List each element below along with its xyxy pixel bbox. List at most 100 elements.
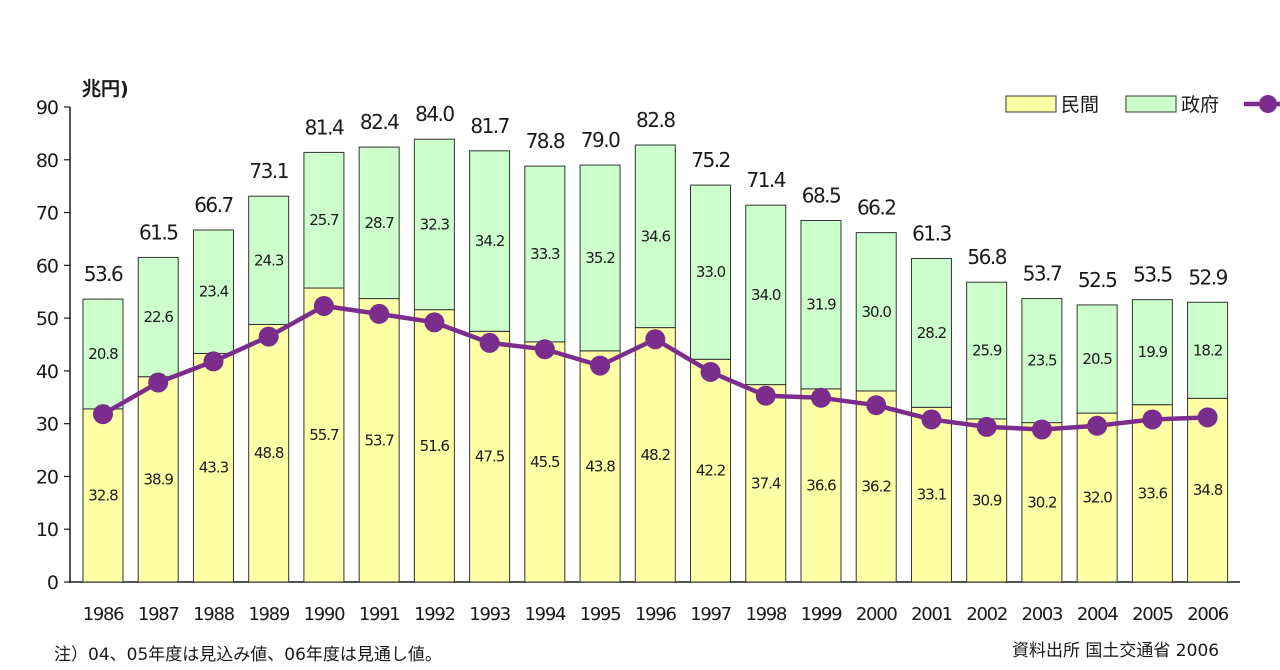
bars (82, 138, 1229, 583)
line-point-1992 (424, 312, 445, 333)
x-tick-1994: 1994 (525, 604, 566, 625)
bar-private-1990 (303, 287, 345, 583)
label-government-1990: 25.7 (309, 211, 339, 229)
label-total-1989: 73.1 (249, 159, 288, 183)
bar-government-2000 (855, 232, 897, 392)
label-government-2001: 28.2 (917, 324, 947, 342)
label-private-2002: 30.9 (972, 491, 1002, 509)
bar-private-1997 (690, 358, 732, 583)
label-government-1996: 34.6 (641, 227, 671, 245)
bar-government-2004 (1076, 304, 1118, 414)
line-point-1991 (369, 303, 390, 324)
label-private-1999: 36.6 (806, 476, 836, 494)
legend-swatch-government (1125, 95, 1177, 113)
x-tick-1995: 1995 (580, 604, 621, 625)
label-private-1996: 48.2 (641, 446, 671, 464)
label-private-2000: 36.2 (862, 477, 892, 495)
bar-government-2003 (1021, 298, 1063, 424)
x-tick-1993: 1993 (469, 604, 510, 625)
bar-private-1989 (248, 323, 290, 583)
line-point-1994 (534, 339, 555, 360)
x-tick-2004: 2004 (1077, 604, 1118, 625)
x-tick-2001: 2001 (911, 604, 952, 625)
label-total-1997: 75.2 (691, 148, 730, 172)
total-labels: 53.6 61.5 66.7 73.1 81.4 82.4 84.0 81.7 78.8 79.0… (84, 102, 1229, 292)
x-tick-1992: 1992 (414, 604, 455, 625)
bar-private-1988 (192, 352, 234, 583)
label-government-1991: 28.7 (364, 214, 394, 232)
bar-private-1986 (82, 408, 124, 583)
bar-government-2002 (966, 281, 1008, 420)
y-tick-label: 70 (36, 203, 58, 225)
y-tick-label: 40 (36, 361, 58, 383)
label-government-1992: 32.3 (420, 215, 450, 233)
line-point-1999 (810, 387, 831, 408)
label-total-2003: 53.7 (1023, 262, 1062, 286)
line-point-1996 (645, 329, 666, 350)
label-government-1997: 33.0 (696, 263, 726, 281)
label-private-2003: 30.2 (1027, 493, 1057, 511)
label-private-1988: 43.3 (199, 459, 229, 477)
bar-government-1988 (192, 229, 234, 354)
label-total-2002: 56.8 (967, 245, 1006, 269)
label-total-1993: 81.7 (470, 114, 509, 138)
label-total-2005: 53.5 (1133, 263, 1172, 287)
line-point-1986 (93, 404, 113, 425)
x-tick-labels: 1986 1987 1988 1989 1990 1991 1992 1993 1994 1995… (83, 604, 1230, 625)
label-total-2000: 66.2 (857, 196, 896, 220)
label-government-1989: 24.3 (254, 251, 284, 269)
line-series (93, 295, 1218, 440)
bar-government-1990 (303, 151, 345, 289)
legend: 民間 政府 (1005, 94, 1280, 116)
bar-private-1999 (800, 388, 842, 583)
bar-private-2006 (1187, 397, 1229, 583)
line-point-2004 (1087, 415, 1108, 436)
line-point-1998 (755, 385, 776, 406)
y-tick-label: 0 (47, 572, 58, 594)
bar-government-2005 (1131, 299, 1173, 406)
label-private-1989: 48.8 (254, 444, 284, 462)
label-private-1986: 32.8 (88, 486, 118, 504)
label-government-2002: 25.9 (972, 342, 1002, 360)
label-private-2005: 33.6 (1138, 484, 1168, 502)
bar-government-1997 (690, 184, 732, 360)
label-total-1991: 82.4 (360, 110, 399, 134)
label-private-1992: 51.6 (420, 437, 450, 455)
label-government-1998: 34.0 (751, 286, 781, 304)
bar-government-1994 (524, 165, 566, 343)
line-point-1988 (203, 351, 224, 372)
source-credit: 資料出所 国土交通省 2006 (1012, 641, 1220, 661)
bar-government-1992 (413, 138, 455, 311)
bar-private-1992 (413, 309, 455, 583)
label-private-2001: 33.1 (917, 486, 947, 504)
bar-private-2003 (1021, 422, 1063, 583)
label-private-2004: 32.0 (1082, 489, 1112, 507)
y-tick-label: 50 (36, 308, 58, 330)
bar-private-1998 (745, 384, 787, 583)
label-government-2003: 23.5 (1027, 352, 1057, 370)
label-private-1987: 38.9 (144, 470, 174, 488)
label-private-1994: 45.5 (530, 453, 560, 471)
label-total-1995: 79.0 (581, 128, 620, 152)
legend-line-marker (1259, 95, 1277, 113)
label-private-2006: 34.8 (1193, 481, 1223, 499)
x-tick-1988: 1988 (193, 604, 234, 625)
x-tick-1996: 1996 (635, 604, 676, 625)
label-total-1996: 82.8 (636, 108, 675, 132)
x-tick-1987: 1987 (138, 604, 179, 625)
legend-label-private: 民間 (1061, 94, 1099, 116)
label-government-1993: 34.2 (475, 232, 505, 250)
label-private-1990: 55.7 (309, 426, 339, 444)
bar-government-1996 (634, 144, 676, 329)
x-tick-1990: 1990 (304, 604, 345, 625)
label-government-1994: 33.3 (530, 245, 560, 263)
label-private-1997: 42.2 (696, 462, 726, 480)
bar-private-2004 (1076, 412, 1118, 583)
x-tick-1999: 1999 (801, 604, 842, 625)
bar-government-1986 (82, 298, 124, 410)
label-total-2006: 52.9 (1188, 265, 1227, 289)
line-point-1989 (258, 326, 279, 347)
x-tick-2002: 2002 (966, 604, 1007, 625)
bar-private-2001 (910, 406, 952, 583)
